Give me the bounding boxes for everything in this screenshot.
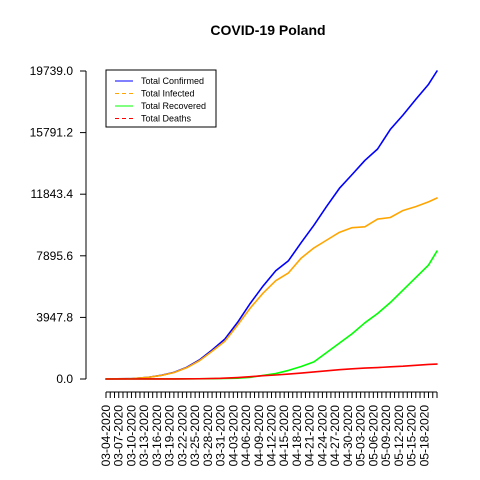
y-tick-label: 3947.8 bbox=[36, 310, 73, 324]
x-tick-label: 05-03-2020 bbox=[354, 405, 368, 467]
x-tick-label: 05-15-2020 bbox=[405, 405, 419, 467]
legend-box bbox=[105, 69, 217, 128]
x-tick-label: 04-30-2020 bbox=[341, 405, 355, 467]
x-tick-label: 03-07-2020 bbox=[112, 405, 126, 467]
x-tick-label: 04-03-2020 bbox=[226, 405, 240, 467]
y-tick-label: 7895.6 bbox=[36, 249, 73, 263]
x-tick-label: 03-04-2020 bbox=[99, 405, 113, 467]
x-tick-label: 03-22-2020 bbox=[175, 405, 189, 467]
x-tick-label: 05-18-2020 bbox=[417, 405, 431, 467]
y-tick-label: 11843.4 bbox=[31, 187, 74, 201]
y-tick-label: 19739.0 bbox=[30, 64, 74, 78]
x-tick-label: 03-19-2020 bbox=[163, 405, 177, 467]
x-axis: 03-04-202003-07-202003-10-202003-13-2020… bbox=[99, 391, 438, 467]
legend-label: Total Deaths bbox=[141, 114, 192, 124]
x-tick-label: 04-21-2020 bbox=[303, 405, 317, 467]
legend-label: Total Recovered bbox=[141, 101, 206, 111]
x-tick-label: 05-06-2020 bbox=[366, 405, 380, 467]
x-tick-label: 04-09-2020 bbox=[252, 405, 266, 467]
x-tick-label: 03-16-2020 bbox=[150, 405, 164, 467]
x-tick-label: 03-25-2020 bbox=[188, 405, 202, 467]
x-tick-label: 03-31-2020 bbox=[214, 405, 228, 467]
legend-label: Total Infected bbox=[141, 89, 195, 99]
legend-label: Total Confirmed bbox=[141, 76, 204, 86]
x-tick-label: 04-06-2020 bbox=[239, 405, 253, 467]
chart-title: COVID-19 Poland bbox=[210, 22, 325, 38]
legend: Total Confirmed Total Infected Total Recov… bbox=[105, 69, 217, 128]
y-tick-label: 0.0 bbox=[56, 372, 73, 386]
y-tick-label: 15791.2 bbox=[30, 126, 74, 140]
x-tick-label: 03-10-2020 bbox=[124, 405, 138, 467]
series-line-total-recovered bbox=[105, 250, 438, 380]
y-axis: 0.0 3947.8 7895.6 11843.4 15791.2 19739.0 bbox=[30, 64, 87, 386]
series-line-total-deaths bbox=[105, 363, 438, 380]
x-tick-label: 05-09-2020 bbox=[379, 405, 393, 467]
x-tick-label: 03-13-2020 bbox=[137, 405, 151, 467]
x-tick-label: 04-15-2020 bbox=[277, 405, 291, 467]
series-line-total-infected bbox=[105, 197, 438, 380]
x-tick-label: 04-12-2020 bbox=[265, 405, 279, 467]
x-tick-label: 05-12-2020 bbox=[392, 405, 406, 467]
x-tick-label: 04-24-2020 bbox=[315, 405, 329, 467]
x-tick-label: 04-27-2020 bbox=[328, 405, 342, 467]
x-tick-label: 03-28-2020 bbox=[201, 405, 215, 467]
plot-lines bbox=[105, 70, 438, 380]
x-tick-label: 04-18-2020 bbox=[290, 405, 304, 467]
